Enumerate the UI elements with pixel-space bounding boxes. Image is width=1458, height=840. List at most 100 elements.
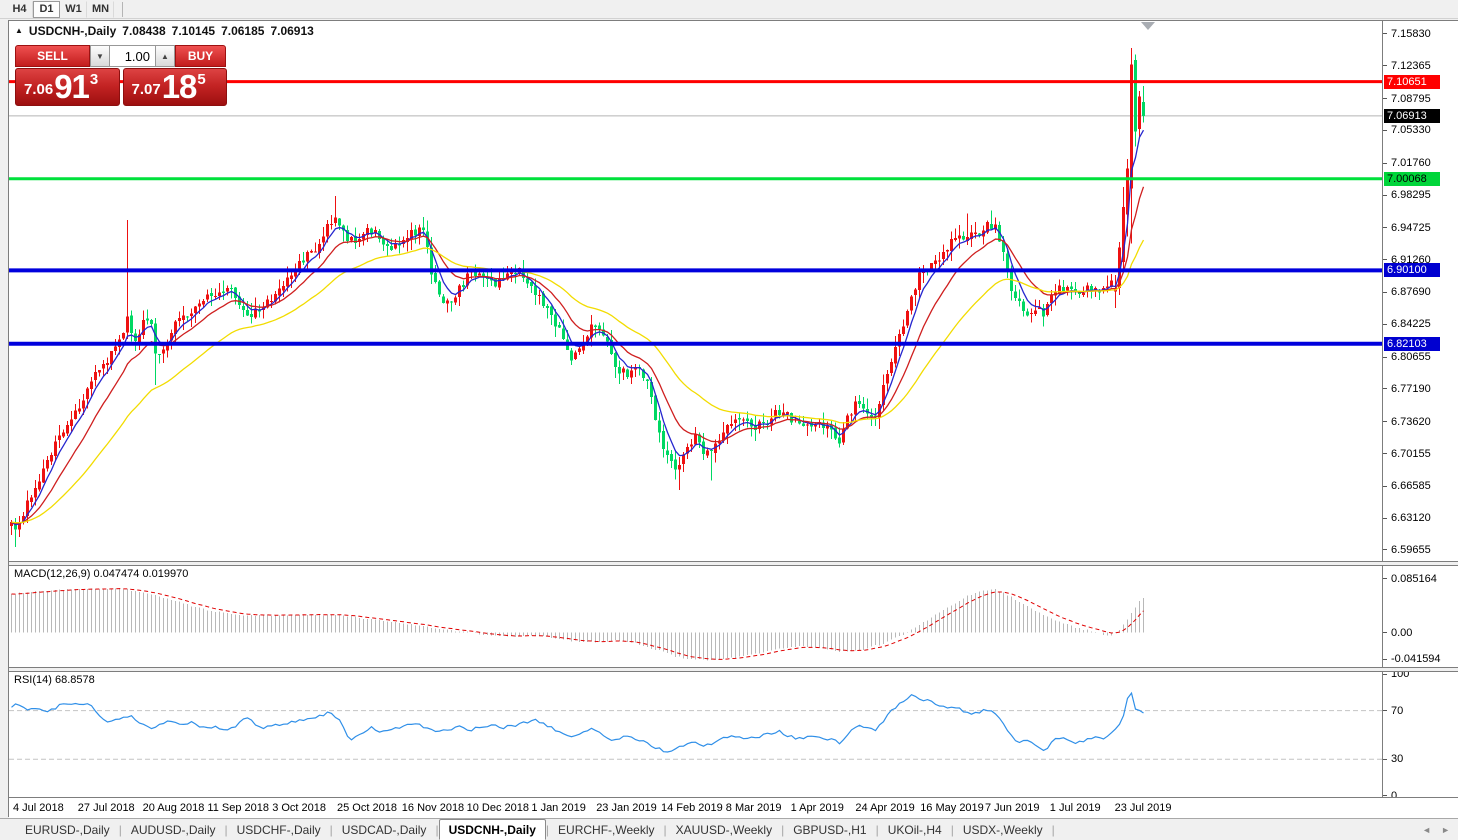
candles-group <box>10 48 1145 547</box>
hline-price-badge: 7.10651 <box>1384 74 1440 89</box>
timeframe-buttons: H4 D1 W1 MN <box>6 0 114 18</box>
tab-separator: | <box>545 822 550 837</box>
spinner-up-icon: ▲ <box>161 51 169 61</box>
sell-price-panel[interactable]: 7.06 91 3 <box>15 68 120 106</box>
macd-pane: MACD(12,26,9) 0.047474 0.019970 0.085164… <box>9 566 1458 667</box>
chart-tab-eurusd-daily[interactable]: EURUSD-,Daily <box>25 822 110 837</box>
date-label: 11 Sep 2018 <box>207 802 269 814</box>
timeframe-toolbar: H4 D1 W1 MN <box>0 0 1458 19</box>
chart-title: ▲ USDCNH-,Daily 7.08438 7.10145 7.06185 … <box>15 24 314 38</box>
sell-button[interactable]: SELL <box>15 45 90 67</box>
chart-tab-eurchf-weekly[interactable]: EURCHF-,Weekly <box>558 822 655 837</box>
date-label: 7 Jun 2019 <box>985 802 1040 814</box>
axis-tick: 6.84225 <box>1383 318 1431 330</box>
date-label: 23 Jul 2019 <box>1114 802 1172 814</box>
volume-decrease-button[interactable]: ▼ <box>90 45 110 67</box>
buy-price-panel[interactable]: 7.07 18 5 <box>122 68 227 106</box>
volume-input[interactable] <box>110 45 155 67</box>
tab-scroll-arrows: ◄ ► <box>1422 824 1450 836</box>
axis-tick: 6.87690 <box>1383 286 1431 298</box>
chart-window: ▲ USDCNH-,Daily 7.08438 7.10145 7.06185 … <box>8 20 1458 818</box>
axis-tick: 6.77190 <box>1383 383 1431 395</box>
chart-tab-audusd-daily[interactable]: AUDUSD-,Daily <box>130 822 216 837</box>
sell-price-main: 91 <box>54 68 90 105</box>
hline-price-badge: 6.82103 <box>1384 336 1440 351</box>
tab-scroll-left-icon[interactable]: ◄ <box>1422 825 1432 835</box>
axis-tick: 70 <box>1383 705 1403 717</box>
chart-tab-usdcnh-daily[interactable]: USDCNH-,Daily <box>438 819 546 840</box>
date-label: 23 Jan 2019 <box>596 802 657 814</box>
chart-tab-gbpusd-h1[interactable]: GBPUSD-,H1 <box>793 822 867 837</box>
buy-price-main: 18 <box>161 68 198 105</box>
date-label: 8 Mar 2019 <box>725 802 782 814</box>
ohlc-open: 7.08438 <box>122 24 166 38</box>
ohlc-high: 7.10145 <box>171 24 216 38</box>
ohlc-close: 7.06913 <box>270 24 314 38</box>
price-chart[interactable]: ▲ USDCNH-,Daily 7.08438 7.10145 7.06185 … <box>9 21 1382 561</box>
chart-tab-ukoil-h4[interactable]: UKOil-,H4 <box>887 822 942 837</box>
scroll-to-end-marker-icon[interactable] <box>1141 22 1155 30</box>
axis-tick: 6.73620 <box>1383 416 1431 428</box>
rsi-pane: RSI(14) 68.8578 100 70 30 0 <box>9 672 1458 797</box>
buy-price-sup: 5 <box>197 71 206 88</box>
price-chart-canvas <box>9 48 1382 547</box>
tab-separator: | <box>118 822 122 837</box>
axis-tick: 30 <box>1383 753 1403 765</box>
macd-value: 0.047474 <box>93 568 140 580</box>
volume-increase-button[interactable]: ▲ <box>155 45 175 67</box>
axis-tick: 100 <box>1383 672 1409 680</box>
chart-tabs: EURUSD-,Daily | AUDUSD-,Daily | USDCHF-,Dail… <box>16 819 1055 840</box>
macd-label: MACD(12,26,9) 0.047474 0.019970 <box>14 568 189 580</box>
date-axis[interactable]: 4 Jul 2018 27 Jul 2018 20 Aug 2018 11 Sep 2… <box>9 797 1458 818</box>
timeframe-button-h4[interactable]: H4 <box>6 0 33 18</box>
tab-separator: | <box>1051 822 1055 837</box>
ma-13-line <box>11 186 1145 524</box>
axis-tick: 7.05330 <box>1383 124 1431 136</box>
tab-scroll-right-icon[interactable]: ► <box>1441 825 1450 835</box>
rsi-value: 68.8578 <box>54 674 95 686</box>
date-label: 3 Oct 2018 <box>272 802 327 814</box>
tab-separator: | <box>224 822 228 837</box>
chart-tab-usdchf-daily[interactable]: USDCHF-,Daily <box>236 822 321 837</box>
axis-tick: 7.15830 <box>1383 28 1431 40</box>
collapse-icon[interactable]: ▲ <box>15 25 23 35</box>
timeframe-button-mn[interactable]: MN <box>87 0 114 18</box>
chart-tab-usdcad-daily[interactable]: USDCAD-,Daily <box>341 822 427 837</box>
rsi-axis: 100 70 30 0 <box>1382 672 1458 797</box>
chart-tab-xauusd-weekly[interactable]: XAUUSD-,Weekly <box>675 822 773 837</box>
timeframe-button-d1[interactable]: D1 <box>33 0 60 18</box>
sell-price-prefix: 7.06 <box>24 81 54 98</box>
date-label: 16 Nov 2018 <box>401 802 465 814</box>
tab-separator: | <box>435 822 439 837</box>
axis-tick: 7.01760 <box>1383 157 1431 169</box>
macd-canvas <box>11 588 1144 661</box>
tab-separator: | <box>875 822 879 837</box>
date-label: 16 May 2019 <box>920 802 984 814</box>
date-label: 1 Jan 2019 <box>531 802 586 814</box>
pane-splitter[interactable] <box>9 667 1458 672</box>
buy-button[interactable]: BUY <box>175 45 226 67</box>
timeframe-button-w1[interactable]: W1 <box>60 0 87 18</box>
buy-price-prefix: 7.07 <box>131 81 161 98</box>
chart-symbol-label: USDCNH-,Daily <box>28 24 117 38</box>
axis-tick: 6.63120 <box>1383 512 1431 524</box>
axis-tick: 7.12365 <box>1383 60 1431 72</box>
axis-tick: 6.80655 <box>1383 351 1431 363</box>
axis-tick: 0.00 <box>1383 627 1412 639</box>
rsi-chart[interactable]: RSI(14) 68.8578 <box>9 672 1382 797</box>
ma-5-line <box>11 129 1145 526</box>
macd-signal-value: 0.019970 <box>142 568 189 580</box>
axis-tick: 6.94725 <box>1383 222 1431 234</box>
chart-tab-usdx-weekly[interactable]: USDX-,Weekly <box>962 822 1043 837</box>
current-price-badge: 7.06913 <box>1384 108 1440 123</box>
pane-splitter[interactable] <box>9 561 1458 566</box>
tab-separator: | <box>329 822 333 837</box>
rsi-label: RSI(14) 68.8578 <box>14 674 95 686</box>
axis-tick: 0 <box>1383 790 1397 797</box>
axis-tick: 6.98295 <box>1383 189 1431 201</box>
macd-signal-line <box>11 588 1144 660</box>
macd-chart[interactable]: MACD(12,26,9) 0.047474 0.019970 <box>9 566 1382 667</box>
macd-axis: 0.085164 0.00 -0.041594 <box>1382 566 1458 667</box>
one-click-trading-widget: SELL ▼ ▲ BUY 7.06 91 3 7.07 <box>15 45 227 106</box>
